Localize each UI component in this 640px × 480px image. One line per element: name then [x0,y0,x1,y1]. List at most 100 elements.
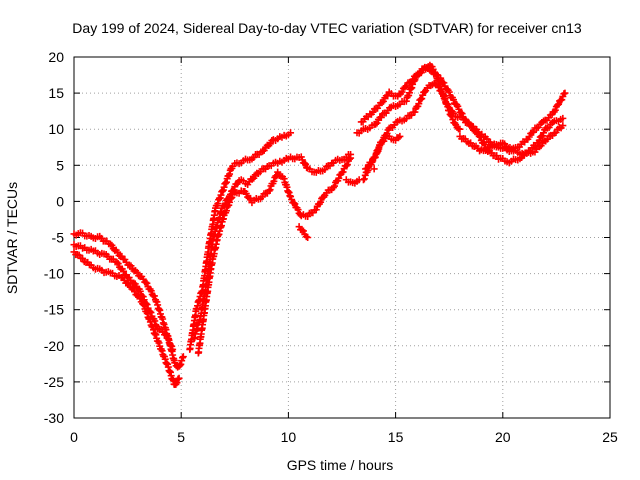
data-point-5-99 [270,177,278,185]
data-point-5-134 [312,206,320,214]
series-track-g [295,223,312,241]
data-point-9-76 [456,125,464,133]
data-point-5-95 [266,186,274,194]
data-point-0-47 [147,287,155,295]
data-point-4-84 [248,175,256,183]
data-point-2-53 [151,317,159,325]
data-point-10-64 [449,96,457,104]
data-point-3-107 [266,140,274,148]
data-point-8-0 [359,176,367,184]
data-point-0-19 [108,241,116,249]
data-point-11-14 [379,97,387,105]
y-tick-label-4: -10 [44,266,64,282]
data-point-0-31 [125,261,133,269]
data-point-2-44 [142,300,150,308]
data-point-2-68 [169,345,177,353]
data-point-11-27 [401,83,409,91]
series-track-b [70,248,183,388]
data-point-4-113 [302,160,310,168]
data-point-6-2 [298,226,306,234]
series-track-n [370,165,378,173]
data-point-9-4 [367,158,375,166]
x-tick-label-5: 25 [602,429,618,445]
data-point-11-84 [476,133,484,141]
series-track-m [456,122,567,159]
data-point-10-9 [372,120,380,128]
x-tick-label-2: 10 [281,429,297,445]
data-point-0-36 [133,268,141,276]
data-point-0-18 [106,240,114,248]
series-track-f [194,154,355,357]
data-point-11-25 [398,88,406,96]
data-point-8-29 [396,132,404,140]
y-tick-label-8: 10 [48,121,64,137]
data-point-5-162 [346,155,354,163]
data-point-2-22 [114,260,122,268]
data-point-10-136 [561,89,569,97]
data-point-11-60 [441,96,449,104]
data-point-6-5 [302,233,310,241]
data-point-10-110 [525,133,533,141]
data-point-0-85 [176,361,184,369]
data-point-5-94 [265,187,273,195]
data-point-11-96 [493,152,501,160]
data-point-5-119 [290,199,298,207]
data-point-0-86 [177,360,185,368]
data-point-2-33 [130,279,138,287]
y-tick-label-7: 5 [56,157,64,173]
data-point-9-5 [369,157,377,165]
axes [73,56,611,419]
y-tick-label-3: -15 [44,302,64,318]
y-tick-label-0: -30 [44,410,64,426]
data-point-2-38 [136,287,144,295]
data-point-12-41 [536,143,544,151]
data-point-9-39 [415,100,423,108]
data-point-10-127 [551,106,559,114]
y-tick-label-2: -20 [44,338,64,354]
tick-labels: 0 5 10 15 20 25 -30 -25 -20 -15 -10 -5 0 5 10 15 20 [44,49,618,445]
x-tick-label-3: 15 [388,429,404,445]
series-track-l [357,61,567,167]
data-point-10-113 [530,128,538,136]
data-point-2-21 [113,258,121,266]
data-point-5-156 [339,168,347,176]
data-point-0-42 [142,278,150,286]
data-point-9-19 [383,129,391,137]
data-point-10-133 [558,96,566,104]
data-point-3-117 [287,129,295,137]
data-point-11-88 [481,141,489,149]
data-point-5-120 [291,200,299,208]
data-point-5-159 [342,162,350,170]
x-tick-label-4: 20 [495,429,511,445]
data-marks [70,61,569,388]
series-track-c [70,241,177,353]
x-axis-label: GPS time / hours [287,457,394,473]
data-point-10-10 [373,119,381,127]
data-point-0-50 [150,292,158,300]
data-point-10-55 [440,79,448,87]
data-point-8-1 [360,175,368,183]
data-point-1-84 [174,375,182,383]
data-point-12-55 [559,122,567,130]
data-point-5-163 [347,154,355,162]
data-point-11-78 [468,123,476,131]
data-point-9-45 [421,88,429,96]
data-point-0-32 [127,262,135,270]
data-point-2-45 [143,301,151,309]
data-point-0-43 [143,279,151,287]
data-point-9-72 [451,119,459,127]
data-point-12-42 [537,142,545,150]
chart-title: Day 199 of 2024, Sidereal Day-to-day VTE… [72,20,582,36]
y-tick-label-9: 15 [48,85,64,101]
data-point-9-15 [379,137,387,145]
y-tick-label-1: -25 [44,374,64,390]
data-point-10-13 [377,113,385,121]
data-point-5-160 [343,161,351,169]
x-tick-label-0: 0 [70,429,78,445]
data-point-11-13 [378,99,386,107]
data-point-2-34 [131,280,139,288]
data-point-10-129 [553,101,561,109]
x-tick-label-1: 5 [177,429,185,445]
data-point-11-45 [429,65,437,73]
y-tick-label-10: 20 [48,49,64,65]
